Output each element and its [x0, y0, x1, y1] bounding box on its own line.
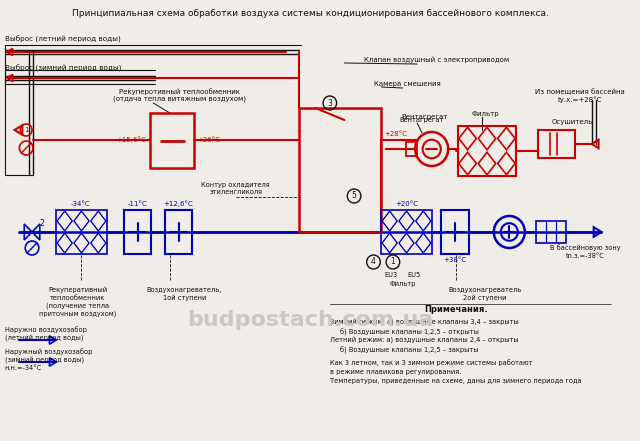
- Text: (зимний период воды): (зимний период воды): [5, 356, 84, 363]
- Text: Контур охладителя: Контур охладителя: [202, 182, 270, 188]
- Text: Рекуперотивный теплообменник: Рекуперотивный теплообменник: [119, 89, 240, 95]
- Text: -34°С: -34°С: [70, 201, 90, 207]
- Text: Из помещения бассейна: Из помещения бассейна: [535, 89, 625, 95]
- Text: 1ой ступени: 1ой ступени: [163, 295, 206, 301]
- Text: 4: 4: [371, 258, 376, 266]
- Text: Наружно воздухозабор: Наружно воздухозабор: [5, 327, 87, 333]
- Text: 2: 2: [39, 220, 44, 228]
- Text: в режиме плавикова регулирования.: в режиме плавикова регулирования.: [330, 369, 461, 375]
- Text: 1: 1: [24, 127, 28, 133]
- Text: Выброс (зимний период воды): Выброс (зимний период воды): [5, 64, 122, 72]
- Text: Выброс (летний период воды): Выброс (летний период воды): [5, 35, 120, 43]
- Text: Осушитель: Осушитель: [552, 119, 593, 125]
- Text: б) Воздушные клапаны 1,2,5 – закрыты: б) Воздушные клапаны 1,2,5 – закрыты: [340, 346, 478, 354]
- Text: Температуры, приведенные на схеме, даны для зимнего периода года: Температуры, приведенные на схеме, даны …: [330, 378, 582, 384]
- Bar: [124, 210, 151, 254]
- Text: ЕU5: ЕU5: [408, 272, 421, 278]
- Text: Зимний режим: а) воздушные клапаны 3,4 – закрыты: Зимний режим: а) воздушные клапаны 3,4 –…: [330, 319, 518, 326]
- Text: Принципиальная схема обработки воздуха системы кондиционирования бассейнового ко: Принципиальная схема обработки воздуха с…: [72, 9, 549, 18]
- Text: н.н.=-34°С: н.н.=-34°С: [5, 365, 42, 371]
- Bar: [536, 221, 566, 243]
- Text: tn.з.=-38°С: tn.з.=-38°С: [566, 253, 604, 259]
- Bar: [56, 210, 107, 254]
- Bar: [458, 126, 516, 176]
- Text: Вентагрегат: Вентагрегат: [400, 117, 444, 123]
- Text: +26°С: +26°С: [197, 137, 220, 143]
- Text: budpostach.com.ua: budpostach.com.ua: [188, 310, 434, 330]
- Text: (летний период воды): (летний период воды): [5, 335, 83, 341]
- Text: +12,6°С: +12,6°С: [164, 201, 193, 207]
- Text: Фильтр: Фильтр: [471, 111, 499, 117]
- Text: 3: 3: [328, 98, 332, 108]
- Text: этиленгликоля: этиленгликоля: [209, 189, 262, 195]
- Bar: [406, 142, 417, 156]
- Text: Летний режим: а) воздушные клапаны 2,4 – открыты: Летний режим: а) воздушные клапаны 2,4 –…: [330, 337, 518, 344]
- Text: +28°С: +28°С: [384, 131, 407, 137]
- Text: Воздухонагреватель: Воздухонагреватель: [449, 287, 522, 293]
- Text: -11°С: -11°С: [128, 201, 148, 207]
- Text: Примечания.: Примечания.: [424, 306, 488, 314]
- Text: Клапан воздушный с электроприводом: Клапан воздушный с электроприводом: [364, 57, 509, 63]
- Text: 1: 1: [390, 258, 396, 266]
- Bar: [299, 108, 381, 232]
- Text: В бассейновую зону: В бассейновую зону: [550, 245, 620, 251]
- Bar: [442, 210, 468, 254]
- Text: +15,6°С: +15,6°С: [116, 137, 146, 143]
- Text: (получение тепла: (получение тепла: [46, 303, 109, 309]
- Text: ЕU3: ЕU3: [385, 272, 397, 278]
- Text: Воздухонагреватель,: Воздухонагреватель,: [147, 287, 222, 293]
- Bar: [165, 210, 192, 254]
- Text: Как 3 летном, так и 3 зимном режиме системы работают: Как 3 летном, так и 3 зимном режиме сист…: [330, 359, 532, 366]
- Text: б) Воздушные клапаны 1,2,5 – открыты: б) Воздушные клапаны 1,2,5 – открыты: [340, 329, 479, 336]
- Bar: [538, 130, 575, 158]
- Text: +20°С: +20°С: [395, 201, 418, 207]
- Text: Рекуперативный: Рекуперативный: [48, 287, 107, 293]
- Text: теплообменник: теплообменник: [50, 295, 105, 301]
- Bar: [381, 210, 432, 254]
- Text: (отдача тепла витяжным воздухом): (отдача тепла витяжным воздухом): [113, 96, 246, 102]
- Text: приточным воздухом): приточным воздухом): [39, 311, 116, 317]
- Text: Наружный воздухозабор: Наружный воздухозабор: [5, 348, 92, 355]
- Text: Вентагрегат: Вентагрегат: [402, 114, 448, 120]
- Text: Камера смешения: Камера смешения: [374, 81, 441, 87]
- Text: +38°С: +38°С: [444, 257, 467, 263]
- Bar: [150, 113, 194, 168]
- Text: Фильтр: Фильтр: [389, 281, 416, 287]
- Text: 2ой ступени: 2ой ступени: [463, 295, 507, 301]
- Text: tу.х.=+28°С: tу.х.=+28°С: [558, 97, 602, 103]
- Text: 5: 5: [351, 191, 356, 201]
